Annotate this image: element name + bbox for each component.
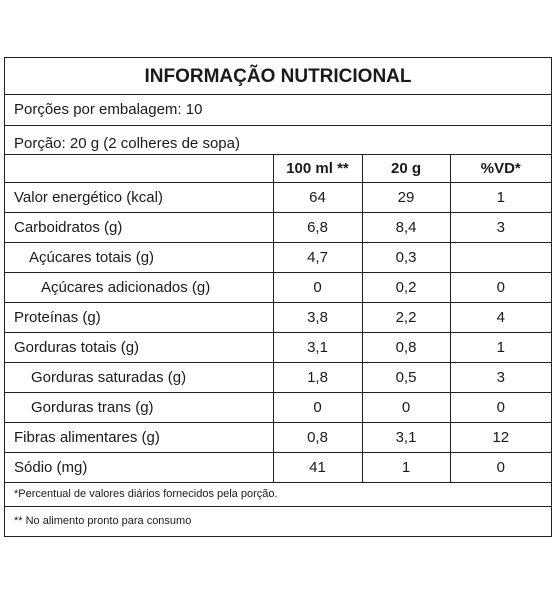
value-per-portion: 0,3 (361, 242, 450, 273)
footnote-ready-to-eat: ** No alimento pronto para consumo (14, 515, 192, 527)
value-per-100ml: 6,8 (272, 212, 362, 243)
value-per-100ml: 0 (272, 272, 362, 303)
value-per-portion: 8,4 (361, 212, 450, 243)
value-per-100ml: 0 (272, 392, 362, 423)
value-per-portion: 0,8 (361, 332, 450, 363)
value-per-100ml: 41 (272, 452, 362, 483)
nutrient-name: Sódio (mg) (5, 452, 273, 483)
column-header-nutrient (5, 154, 273, 183)
value-per-100ml: 64 (272, 182, 362, 213)
value-per-portion: 0 (361, 392, 450, 423)
label-title: INFORMAÇÃO NUTRICIONAL (5, 58, 551, 95)
nutrient-name: Proteínas (g) (5, 302, 273, 333)
table-row: Sódio (mg) 41 1 0 (5, 452, 551, 483)
value-per-portion: 0,2 (361, 272, 450, 303)
value-daily-percent: 0 (449, 452, 551, 483)
value-per-portion: 2,2 (361, 302, 450, 333)
table-row: Gorduras trans (g) 0 0 0 (5, 392, 551, 423)
value-daily-percent: 12 (449, 422, 551, 453)
nutrient-name: Açúcares totais (g) (5, 242, 273, 273)
value-per-100ml: 1,8 (272, 362, 362, 393)
value-per-100ml: 3,8 (272, 302, 362, 333)
table-header-row: 100 ml ** 20 g %VD* (5, 154, 551, 183)
column-header-per-100ml: 100 ml ** (272, 154, 362, 183)
value-daily-percent: 3 (449, 362, 551, 393)
value-per-portion: 1 (361, 452, 450, 483)
value-per-portion: 29 (361, 182, 450, 213)
table-row: Açúcares adicionados (g) 0 0,2 0 (5, 272, 551, 303)
nutrient-name: Gorduras trans (g) (5, 392, 273, 423)
value-daily-percent: 3 (449, 212, 551, 243)
table-row: Açúcares totais (g) 4,7 0,3 (5, 242, 551, 273)
table-row: Carboidratos (g) 6,8 8,4 3 (5, 212, 551, 243)
value-per-100ml: 0,8 (272, 422, 362, 453)
nutrition-facts-label: INFORMAÇÃO NUTRICIONAL Porções por embal… (4, 57, 552, 537)
value-per-portion: 0,5 (361, 362, 450, 393)
nutrient-name: Açúcares adicionados (g) (5, 272, 273, 303)
value-daily-percent: 4 (449, 302, 551, 333)
table-row: Valor energético (kcal) 64 29 1 (5, 182, 551, 213)
nutrient-name: Gorduras saturadas (g) (5, 362, 273, 393)
nutrition-table: 100 ml ** 20 g %VD* Valor energético (kc… (5, 154, 551, 483)
nutrient-name: Fibras alimentares (g) (5, 422, 273, 453)
value-per-portion: 3,1 (361, 422, 450, 453)
table-row: Gorduras saturadas (g) 1,8 0,5 3 (5, 362, 551, 393)
footnote-daily-values: *Percentual de valores diários fornecido… (5, 481, 551, 507)
nutrient-name: Gorduras totais (g) (5, 332, 273, 363)
value-daily-percent: 0 (449, 272, 551, 303)
value-daily-percent: 0 (449, 392, 551, 423)
value-daily-percent: 1 (449, 182, 551, 213)
value-per-100ml: 4,7 (272, 242, 362, 273)
column-header-daily-value: %VD* (449, 154, 551, 183)
value-daily-percent: 1 (449, 332, 551, 363)
value-daily-percent (449, 242, 551, 273)
portion-size: Porção: 20 g (2 colheres de sopa) (14, 135, 240, 152)
nutrient-name: Carboidratos (g) (5, 212, 273, 243)
column-header-per-portion: 20 g (361, 154, 450, 183)
servings-per-package: Porções por embalagem: 10 (5, 94, 551, 126)
table-row: Proteínas (g) 3,8 2,2 4 (5, 302, 551, 333)
table-row: Gorduras totais (g) 3,1 0,8 1 (5, 332, 551, 363)
table-row: Fibras alimentares (g) 0,8 3,1 12 (5, 422, 551, 453)
value-per-100ml: 3,1 (272, 332, 362, 363)
nutrient-name: Valor energético (kcal) (5, 182, 273, 213)
